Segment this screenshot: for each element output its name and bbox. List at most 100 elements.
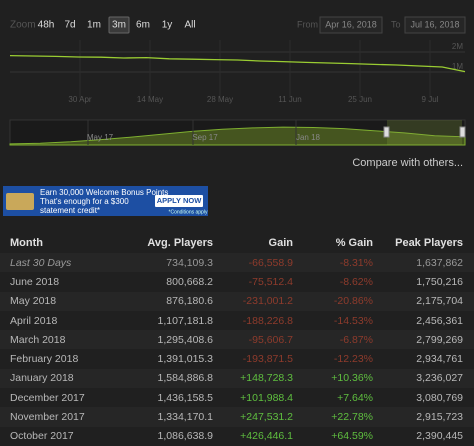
table-cell: 800,668.2 — [166, 275, 213, 288]
table-cell: 2,456,361 — [416, 314, 463, 327]
table-cell: November 2017 — [10, 411, 85, 424]
table-cell: 2,915,723 — [416, 411, 463, 424]
nav-mask — [387, 120, 462, 145]
table-cell: April 2018 — [10, 314, 58, 327]
table-cell: -12.23% — [333, 353, 373, 366]
zoom-button[interactable]: 1m — [87, 20, 101, 31]
x-tick-label: 9 Jul — [422, 95, 439, 104]
zoom-button[interactable]: 48h — [38, 20, 55, 31]
table-cell: October 2017 — [10, 430, 74, 443]
table-cell: Avg. Players — [147, 237, 213, 249]
x-tick-label: 14 May — [137, 95, 163, 104]
table-cell: Month — [10, 237, 43, 249]
zoom-button[interactable]: 7d — [64, 20, 75, 31]
table-cell: 1,334,170.1 — [157, 411, 213, 424]
table-cell: % Gain — [335, 237, 373, 249]
nav-handle[interactable] — [459, 126, 466, 138]
table-row: April 2018 1,107,181.8 -188,226.8 -14.53% 2,… — [0, 311, 474, 330]
nav-handle[interactable] — [383, 126, 390, 138]
zoom-label: Zoom — [10, 20, 36, 31]
navigator-label: Jan 18 — [296, 133, 321, 142]
table-row: November 2017 1,334,170.1 +247,531.2 +22.78… — [0, 407, 474, 427]
navigator-label: Sep 17 — [192, 133, 218, 142]
x-tick-label: 30 Apr — [68, 95, 91, 104]
table-cell: 3,236,027 — [416, 372, 463, 385]
table-cell: 1,391,015.3 — [157, 353, 213, 366]
table-cell: 2,799,269 — [416, 333, 463, 346]
table-row: March 2018 1,295,408.6 -95,606.7 -6.87% 2,79… — [0, 330, 474, 350]
compare-link[interactable]: Compare with others... — [352, 157, 463, 169]
table-cell: Last 30 Days — [10, 256, 72, 269]
table-row: Last 30 Days 734,109.3 -66,558.9 -8.31% 1,63… — [0, 253, 474, 273]
table-cell: 1,107,181.8 — [157, 314, 213, 327]
table-cell: Peak Players — [395, 237, 463, 249]
table-cell: Gain — [268, 237, 293, 249]
ad-line: statement credit* — [40, 206, 100, 215]
ad-card — [6, 193, 34, 210]
table-cell: February 2018 — [10, 353, 79, 366]
x-tick-label: 11 Jun — [278, 95, 301, 104]
x-tick-label: 25 Jun — [348, 95, 372, 104]
ad-button[interactable] — [155, 195, 203, 207]
table-cell: 1,436,158.5 — [157, 391, 213, 404]
table-cell: -95,606.7 — [248, 333, 293, 346]
table-cell: 3,080,769 — [416, 391, 463, 404]
table-cell: +247,531.2 — [240, 411, 293, 424]
from-input — [319, 16, 383, 34]
table-cell: +22.78% — [331, 411, 373, 424]
table-row: October 2017 1,086,638.9 +426,446.1 +64.59%… — [0, 427, 474, 446]
table-cell: March 2018 — [10, 333, 66, 346]
y-tick-label: 1M — [452, 62, 463, 71]
table-cell: 1,584,886.8 — [157, 372, 213, 385]
table-cell: +426,446.1 — [240, 430, 293, 443]
table-cell: -66,558.9 — [248, 256, 293, 269]
table-cell: -8.62% — [339, 275, 373, 288]
to-label: To — [391, 19, 401, 29]
table-cell: -193,871.5 — [242, 353, 293, 366]
stats-table: Month Avg. Players Gain % Gain Peak Players L… — [0, 233, 474, 446]
table-cell: June 2018 — [10, 275, 60, 288]
table-row: May 2018 876,180.6 -231,001.2 -20.86% 2,175,… — [0, 291, 474, 311]
from-date[interactable]: Apr 16, 2018 — [325, 19, 377, 29]
table-cell: -20.86% — [333, 295, 373, 308]
table-cell: December 2017 — [10, 391, 85, 404]
from-label: From — [297, 19, 318, 29]
table-cell: +10.36% — [331, 372, 373, 385]
navigator-label: May 17 — [87, 133, 114, 142]
table-cell: -75,512.4 — [248, 275, 293, 288]
table-cell: -6.87% — [339, 333, 373, 346]
to-date[interactable]: Jul 16, 2018 — [410, 19, 459, 29]
zoom-button[interactable]: All — [184, 20, 195, 31]
ad-note: *Conditions apply — [169, 209, 208, 215]
table-cell: 1,637,862 — [416, 256, 463, 269]
table-cell: 1,750,216 — [416, 275, 463, 288]
table-cell: 876,180.6 — [166, 295, 213, 308]
table-cell: +148,728.3 — [240, 372, 293, 385]
table-cell: January 2018 — [10, 372, 74, 385]
zoom-button[interactable]: 3m — [112, 20, 126, 31]
table-cell: +101,988.4 — [240, 391, 293, 404]
x-tick-label: 28 May — [207, 95, 233, 104]
table-cell: -8.31% — [339, 256, 373, 269]
table-cell: 2,175,704 — [416, 295, 463, 308]
table-row: June 2018 800,668.2 -75,512.4 -8.62% 1,750,2… — [0, 272, 474, 291]
table-cell: May 2018 — [10, 295, 57, 308]
table-cell: 2,934,761 — [416, 353, 463, 366]
table-cell: 1,295,408.6 — [157, 333, 213, 346]
table-row: December 2017 1,436,158.5 +101,988.4 +7.64%… — [0, 388, 474, 407]
zoom-active-bg — [108, 16, 130, 34]
ad-button-text: APPLY NOW — [157, 196, 203, 205]
zoom-button[interactable]: 1y — [162, 20, 173, 31]
table-cell: -231,001.2 — [242, 295, 293, 308]
ad-line: Earn 30,000 Welcome Bonus Points — [40, 188, 168, 197]
table-cell: -14.53% — [333, 314, 373, 327]
table-cell: 734,109.3 — [166, 256, 213, 269]
y-tick-label: 2M — [452, 42, 463, 51]
table-cell: 1,086,638.9 — [157, 430, 213, 443]
table-cell: -188,226.8 — [242, 314, 293, 327]
zoom-button[interactable]: 6m — [136, 20, 150, 31]
table-row: January 2018 1,584,886.8 +148,728.3 +10.36%… — [0, 368, 474, 389]
player-line — [9, 54, 466, 73]
table-header: Month Avg. Players Gain % Gain Peak Players — [0, 233, 474, 253]
